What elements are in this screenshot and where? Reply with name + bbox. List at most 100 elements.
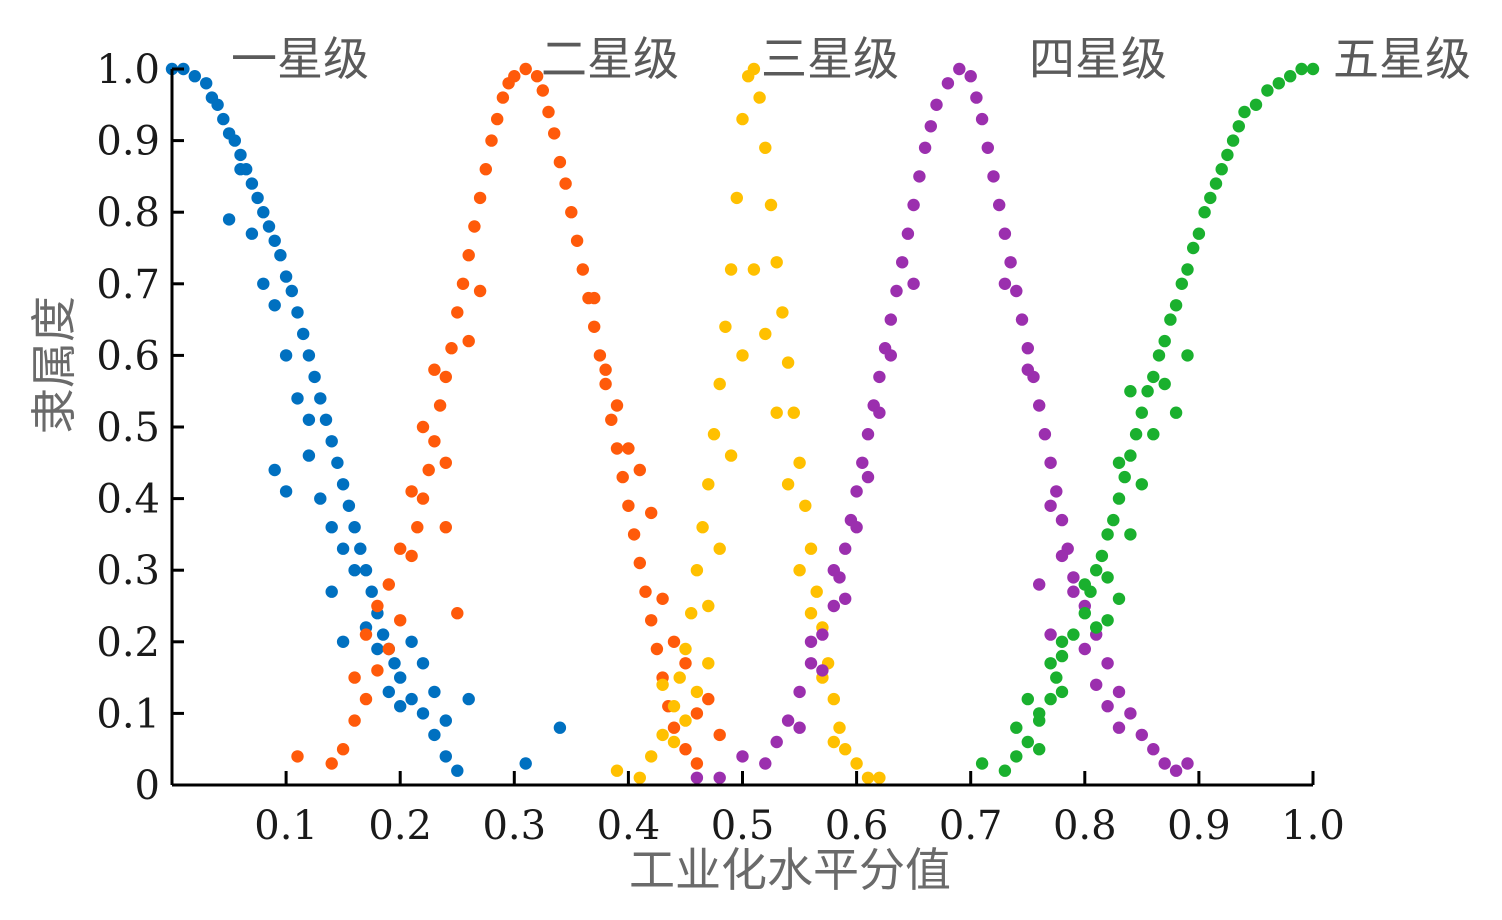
x-tick-label: 0.1 (254, 803, 318, 849)
data-point-series-3 (781, 478, 795, 491)
data-point-series-5 (1135, 478, 1149, 491)
data-point-series-5 (1101, 528, 1114, 541)
data-point-series-5 (1221, 148, 1234, 162)
data-point-series-3 (656, 678, 669, 691)
data-point-series-2 (713, 728, 726, 742)
data-point-series-3 (827, 735, 840, 749)
data-point-series-1 (302, 413, 316, 426)
data-point-series-5 (1169, 406, 1183, 419)
data-point-series-4 (873, 406, 886, 419)
data-point-series-2 (325, 757, 338, 770)
x-tick-label: 0.7 (939, 803, 1003, 849)
data-point-series-1 (314, 392, 327, 405)
data-point-series-2 (610, 442, 624, 455)
data-point-series-4 (1135, 728, 1149, 742)
data-point-series-1 (200, 77, 213, 90)
y-tick-label: 0.8 (96, 190, 160, 236)
data-point-series-4 (1004, 256, 1017, 269)
data-point-series-1 (279, 270, 293, 283)
data-point-series-2 (405, 485, 418, 498)
data-point-series-3 (736, 349, 749, 362)
data-point-series-4 (993, 198, 1006, 212)
data-point-series-4 (1067, 571, 1080, 584)
data-point-series-4 (736, 750, 749, 763)
data-point-series-1 (262, 220, 276, 233)
data-point-series-5 (1101, 571, 1114, 584)
data-point-series-4 (1050, 485, 1063, 498)
data-point-series-2 (622, 499, 635, 512)
data-point-series-3 (850, 757, 863, 770)
data-point-series-3 (827, 692, 840, 706)
data-point-series-4 (884, 349, 897, 362)
data-point-series-2 (371, 664, 384, 677)
data-point-series-2 (667, 721, 681, 734)
data-point-series-5 (1141, 385, 1154, 398)
data-point-series-2 (462, 249, 475, 262)
data-point-series-3 (781, 356, 795, 369)
x-axis-title: 工业化水平分值 (629, 843, 951, 897)
data-point-series-4 (850, 521, 863, 534)
data-point-series-1 (314, 492, 327, 505)
data-point-series-4 (793, 721, 806, 734)
data-point-series-2 (382, 578, 395, 591)
data-point-series-5 (1101, 614, 1114, 627)
data-point-series-5 (1152, 349, 1166, 362)
data-point-series-5 (998, 764, 1012, 777)
data-point-series-2 (633, 556, 646, 570)
data-point-series-4 (1044, 628, 1057, 641)
data-point-series-4 (1169, 764, 1183, 777)
data-point-series-4 (1015, 313, 1029, 326)
data-point-series-2 (610, 399, 624, 412)
data-point-series-5 (1055, 635, 1069, 648)
data-point-series-5 (1033, 707, 1046, 720)
y-tick-label: 0.6 (96, 333, 160, 379)
data-point-series-2 (536, 84, 549, 97)
data-point-series-5 (1135, 406, 1149, 419)
data-point-series-1 (331, 456, 344, 469)
data-point-series-5 (1284, 70, 1297, 83)
data-point-series-3 (702, 599, 715, 613)
y-tick-label: 0.3 (96, 548, 160, 594)
data-point-series-2 (565, 206, 578, 219)
data-point-series-4 (1044, 456, 1057, 469)
data-point-series-5 (1090, 621, 1103, 634)
y-axis-title: 隶属度 (27, 296, 81, 434)
data-point-series-4 (759, 757, 772, 770)
data-point-series-1 (348, 521, 361, 534)
data-point-series-1 (274, 249, 287, 262)
data-point-series-3 (873, 771, 886, 784)
data-point-series-2 (559, 177, 572, 190)
data-point-series-2 (451, 306, 464, 319)
data-point-series-4 (873, 370, 886, 384)
data-point-series-4 (953, 62, 966, 76)
data-point-series-5 (1090, 564, 1103, 577)
data-point-series-4 (884, 313, 897, 326)
data-point-series-3 (787, 406, 800, 419)
data-point-series-2 (439, 456, 452, 469)
data-point-series-4 (930, 98, 943, 112)
data-point-series-4 (964, 70, 977, 83)
data-point-series-5 (1112, 592, 1126, 605)
data-point-series-3 (759, 141, 772, 154)
data-point-series-2 (588, 320, 601, 333)
x-tick-label: 0.2 (368, 803, 432, 849)
data-point-series-4 (861, 428, 875, 441)
data-point-series-2 (650, 642, 664, 656)
data-point-series-1 (268, 463, 281, 477)
x-tick-label: 0.4 (597, 803, 661, 849)
y-tick-label: 0.2 (96, 620, 160, 666)
data-point-series-5 (1107, 513, 1120, 527)
data-point-series-1 (428, 728, 441, 742)
data-point-series-2 (622, 442, 635, 455)
data-point-series-5 (1158, 334, 1171, 348)
data-point-series-2 (679, 657, 692, 670)
data-point-series-2 (588, 291, 601, 305)
data-point-series-4 (713, 771, 726, 784)
data-point-series-3 (759, 327, 772, 341)
data-point-series-1 (336, 542, 350, 555)
data-point-series-1 (222, 213, 236, 226)
data-point-series-5 (1118, 470, 1131, 484)
data-point-series-2 (491, 112, 504, 126)
series-label: 四星级 (1029, 32, 1167, 86)
data-point-series-1 (354, 542, 367, 555)
